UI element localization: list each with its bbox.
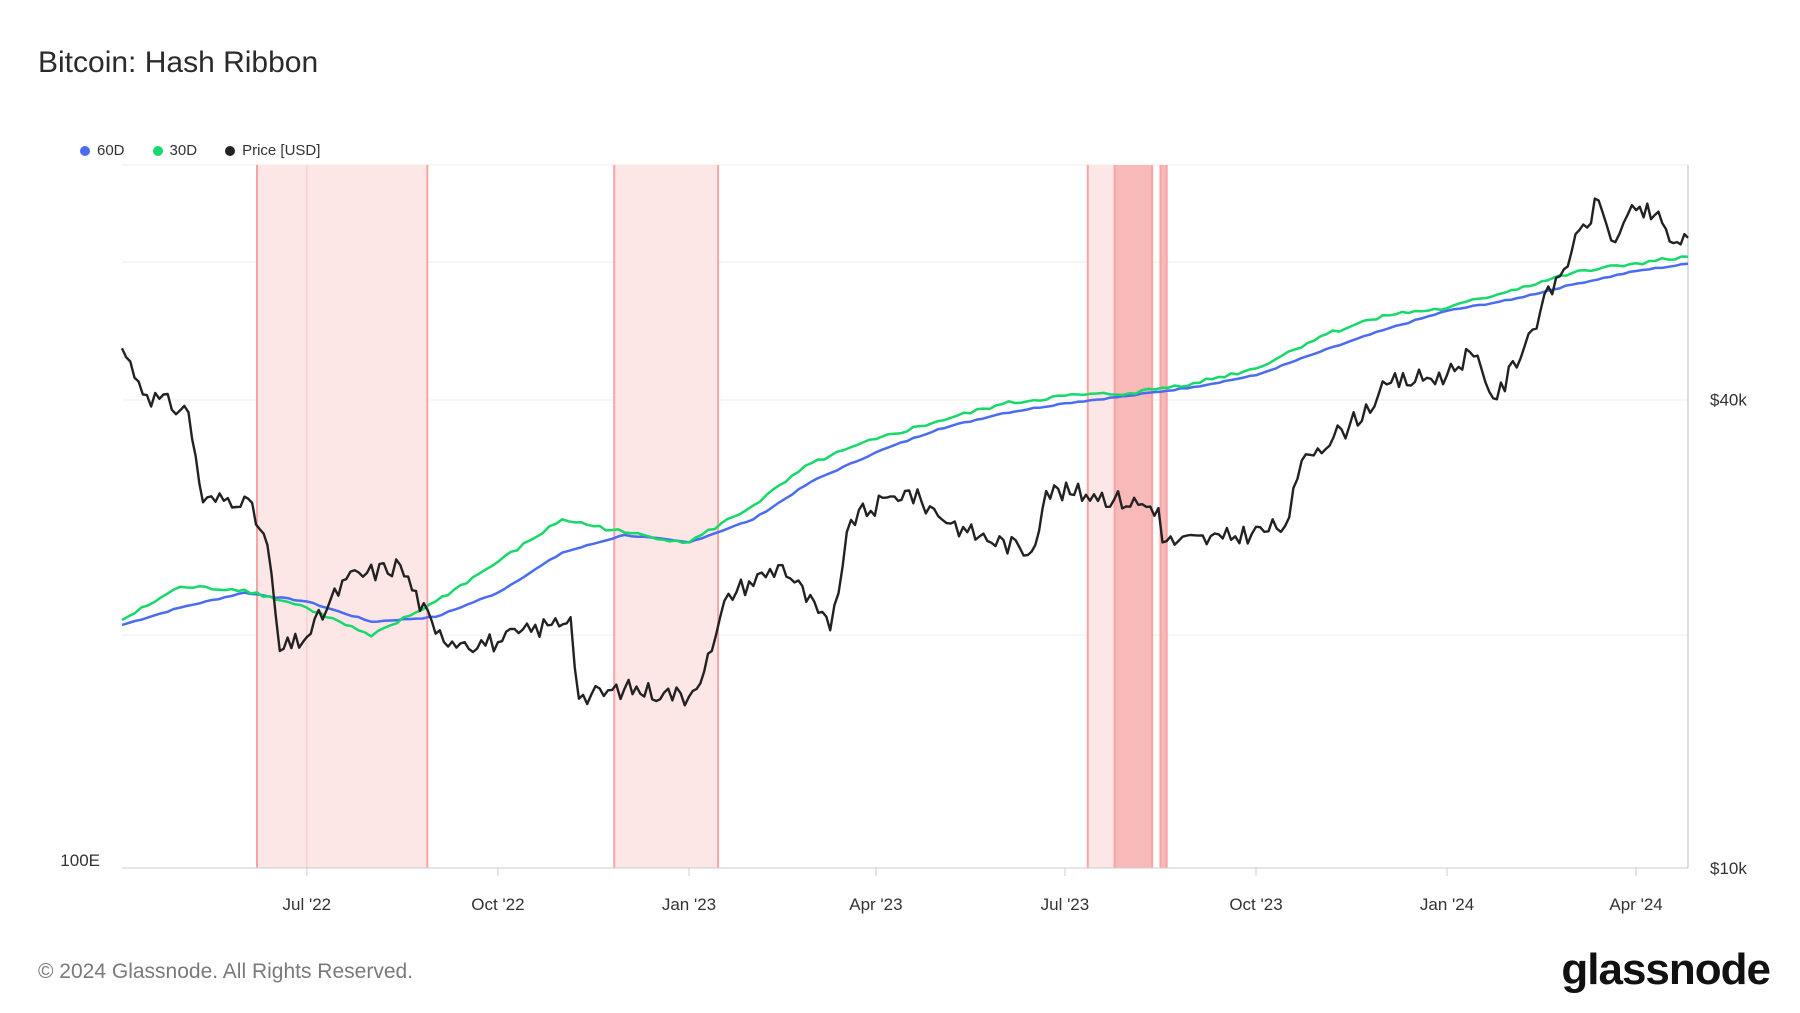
x-tick-label-6: Jan '24 — [1420, 895, 1474, 914]
x-tick-label-4: Jul '23 — [1041, 895, 1090, 914]
legend-dot-30d — [152, 145, 163, 156]
right-tick-label-0: $40k — [1710, 390, 1747, 409]
right-tick-label-1: $10k — [1710, 859, 1747, 878]
legend-item-60d[interactable]: 60D — [80, 142, 125, 159]
capitulation-band-3 — [1114, 165, 1153, 868]
legend-label-30d: 30D — [169, 142, 198, 159]
left-axis-label: 100E — [60, 851, 100, 870]
legend: 60D 30D Price [USD] — [80, 142, 320, 159]
legend-dot-price — [225, 145, 236, 156]
glassnode-logo: glassnode — [1561, 945, 1771, 994]
capitulation-band-4 — [1160, 165, 1167, 868]
x-tick-label-5: Oct '23 — [1229, 895, 1282, 914]
legend-label-price: Price [USD] — [242, 142, 321, 159]
x-tick-label-2: Jan '23 — [662, 895, 716, 914]
legend-label-60d: 60D — [97, 142, 125, 159]
capitulation-band-2 — [1087, 165, 1115, 868]
series-line-price — [120, 197, 1689, 707]
capitulation-band-1 — [614, 165, 719, 868]
series-line-30d — [121, 255, 1689, 638]
legend-item-30d[interactable]: 30D — [152, 142, 198, 159]
legend-dot-60d — [80, 145, 90, 156]
x-tick-label-1: Oct '22 — [471, 895, 524, 914]
chart-title: Bitcoin: Hash Ribbon — [38, 46, 319, 79]
series-line-60d — [121, 262, 1689, 627]
x-tick-label-7: Apr '24 — [1609, 895, 1662, 914]
legend-item-price[interactable]: Price [USD] — [225, 142, 320, 159]
hash-ribbon-chart[interactable]: Jul '22 Oct '22 Jan '23 Apr '23 Jul '23 Oct '… — [0, 0, 1800, 940]
copyright-text: © 2024 Glassnode. All Rights Reserved. — [38, 960, 414, 983]
x-tick-label-3: Apr '23 — [849, 895, 902, 914]
capitulation-band-0 — [257, 165, 428, 868]
x-tick-label-0: Jul '22 — [283, 895, 332, 914]
